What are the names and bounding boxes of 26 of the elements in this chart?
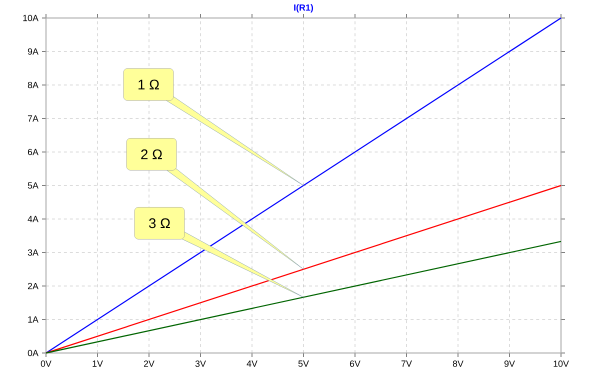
y-tick-label: 5A (28, 182, 38, 189)
y-tick-label: 2A (28, 282, 38, 290)
y-tick-label: 0A (28, 350, 38, 356)
y-tick-label: 10A (23, 14, 38, 22)
x-tick-label: 10V (554, 360, 569, 367)
x-tick-label: 7V (401, 360, 412, 367)
x-tick-label: 9V (504, 360, 515, 367)
y-tick-label: 4A (28, 216, 38, 222)
x-tick-label: 0V (40, 360, 52, 367)
x-tick-label: 8V (452, 360, 464, 367)
y-tick-label: 7A (28, 115, 38, 122)
y-tick-label: 9A (28, 48, 38, 55)
y-tick-label: 1A (28, 316, 38, 323)
x-tick-label: 2V (144, 360, 154, 367)
annotation: 1 Ω (138, 80, 159, 90)
annotation: 2 Ω (141, 149, 162, 160)
x-tick-label: 1V (92, 360, 103, 367)
x-tick-label: 3V (195, 360, 206, 367)
annotation: 3 Ω (149, 218, 170, 228)
y-tick-label: 6A (28, 148, 38, 156)
y-tick-label: 8A (28, 82, 38, 88)
x-tick-label: 5V (298, 360, 309, 367)
y-tick-label: 3A (28, 249, 38, 256)
chart-title: I(R1) (294, 4, 314, 12)
x-tick-label: 4V (246, 360, 258, 367)
x-tick-label: 6V (350, 360, 360, 367)
